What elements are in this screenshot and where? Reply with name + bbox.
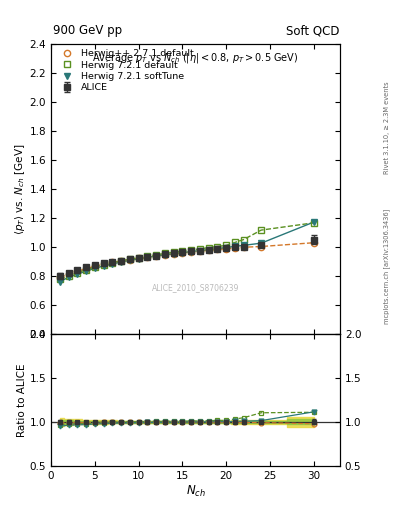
Herwig 7.2.1 default [233,240,237,246]
Herwig 7.2.1 default [110,260,115,266]
Herwig 7.2.1 softTune [75,271,80,277]
Herwig 7.2.1 softTune [84,268,88,274]
Herwig++ 2.7.1 default [84,266,88,272]
Herwig 7.2.1 default [241,237,246,243]
Herwig++ 2.7.1 default [180,250,185,256]
Text: Rivet 3.1.10, ≥ 2.3M events: Rivet 3.1.10, ≥ 2.3M events [384,82,390,174]
Herwig++ 2.7.1 default [189,249,193,255]
Herwig 7.2.1 softTune [119,259,123,265]
Text: Soft QCD: Soft QCD [286,25,340,37]
Herwig 7.2.1 softTune [198,247,202,253]
Herwig 7.2.1 default [206,245,211,251]
Herwig 7.2.1 softTune [180,249,185,255]
Herwig++ 2.7.1 default [110,260,115,266]
Herwig 7.2.1 softTune [171,251,176,257]
Herwig 7.2.1 default [66,273,71,279]
Herwig++ 2.7.1 default [163,252,167,258]
Herwig++ 2.7.1 default [127,257,132,263]
Line: Herwig++ 2.7.1 default: Herwig++ 2.7.1 default [57,240,317,281]
Y-axis label: Ratio to ALICE: Ratio to ALICE [17,363,27,437]
Herwig 7.2.1 default [75,270,80,276]
Herwig++ 2.7.1 default [119,258,123,264]
Herwig 7.2.1 default [215,243,220,249]
Herwig++ 2.7.1 default [154,253,158,259]
Herwig++ 2.7.1 default [206,247,211,253]
Herwig 7.2.1 softTune [206,246,211,252]
Herwig 7.2.1 default [311,220,316,226]
Herwig 7.2.1 softTune [127,258,132,264]
Herwig 7.2.1 softTune [233,243,237,249]
Herwig 7.2.1 softTune [101,263,106,269]
Herwig 7.2.1 default [180,248,185,254]
Herwig++ 2.7.1 default [101,261,106,267]
Herwig 7.2.1 default [259,227,264,233]
Herwig++ 2.7.1 default [233,245,237,251]
Herwig 7.2.1 default [198,246,202,252]
Legend: Herwig++ 2.7.1 default, Herwig 7.2.1 default, Herwig 7.2.1 softTune, ALICE: Herwig++ 2.7.1 default, Herwig 7.2.1 def… [55,47,196,94]
Herwig++ 2.7.1 default [259,243,264,249]
Herwig 7.2.1 softTune [136,256,141,262]
Herwig 7.2.1 default [136,254,141,261]
Herwig 7.2.1 softTune [145,254,150,261]
Herwig++ 2.7.1 default [66,271,71,277]
Herwig 7.2.1 default [101,262,106,268]
Herwig 7.2.1 softTune [224,244,228,250]
Text: mcplots.cern.ch [arXiv:1306.3436]: mcplots.cern.ch [arXiv:1306.3436] [384,208,390,324]
Herwig++ 2.7.1 default [136,255,141,261]
Herwig 7.2.1 default [224,242,228,248]
Herwig 7.2.1 default [171,249,176,255]
Herwig++ 2.7.1 default [57,274,62,281]
Text: ALICE_2010_S8706239: ALICE_2010_S8706239 [152,283,239,292]
Text: Average $p_T$ vs $N_{ch}$ ($|\eta| < 0.8$, $p_T > 0.5$ GeV): Average $p_T$ vs $N_{ch}$ ($|\eta| < 0.8… [92,51,299,65]
Herwig 7.2.1 softTune [189,248,193,254]
Herwig++ 2.7.1 default [311,240,316,246]
Herwig++ 2.7.1 default [92,263,97,269]
Herwig 7.2.1 softTune [110,261,115,267]
Herwig++ 2.7.1 default [145,254,150,260]
Herwig 7.2.1 default [92,264,97,270]
Herwig 7.2.1 default [119,258,123,264]
Herwig++ 2.7.1 default [241,244,246,250]
Herwig++ 2.7.1 default [75,268,80,274]
Text: 900 GeV pp: 900 GeV pp [53,25,122,37]
Herwig 7.2.1 default [57,276,62,283]
Herwig 7.2.1 softTune [154,253,158,259]
Line: Herwig 7.2.1 softTune: Herwig 7.2.1 softTune [57,219,317,285]
Herwig++ 2.7.1 default [198,248,202,254]
Herwig 7.2.1 softTune [57,279,62,285]
Herwig 7.2.1 softTune [66,274,71,281]
Herwig 7.2.1 softTune [259,240,264,246]
Herwig++ 2.7.1 default [171,251,176,257]
Y-axis label: $\langle p_T \rangle$ vs. $N_{ch}$ [GeV]: $\langle p_T \rangle$ vs. $N_{ch}$ [GeV] [13,143,27,234]
Herwig 7.2.1 default [163,250,167,257]
Herwig 7.2.1 default [84,267,88,273]
Herwig 7.2.1 default [145,253,150,259]
Herwig++ 2.7.1 default [215,246,220,252]
Herwig 7.2.1 default [154,252,158,258]
Herwig 7.2.1 softTune [241,242,246,248]
X-axis label: $N_{ch}$: $N_{ch}$ [185,483,206,499]
Herwig 7.2.1 softTune [215,245,220,251]
Herwig 7.2.1 default [189,247,193,253]
Herwig 7.2.1 softTune [92,265,97,271]
Line: Herwig 7.2.1 default: Herwig 7.2.1 default [57,220,317,283]
Herwig 7.2.1 softTune [311,219,316,225]
Herwig++ 2.7.1 default [224,246,228,252]
Herwig 7.2.1 softTune [163,252,167,258]
Herwig 7.2.1 default [127,256,132,262]
